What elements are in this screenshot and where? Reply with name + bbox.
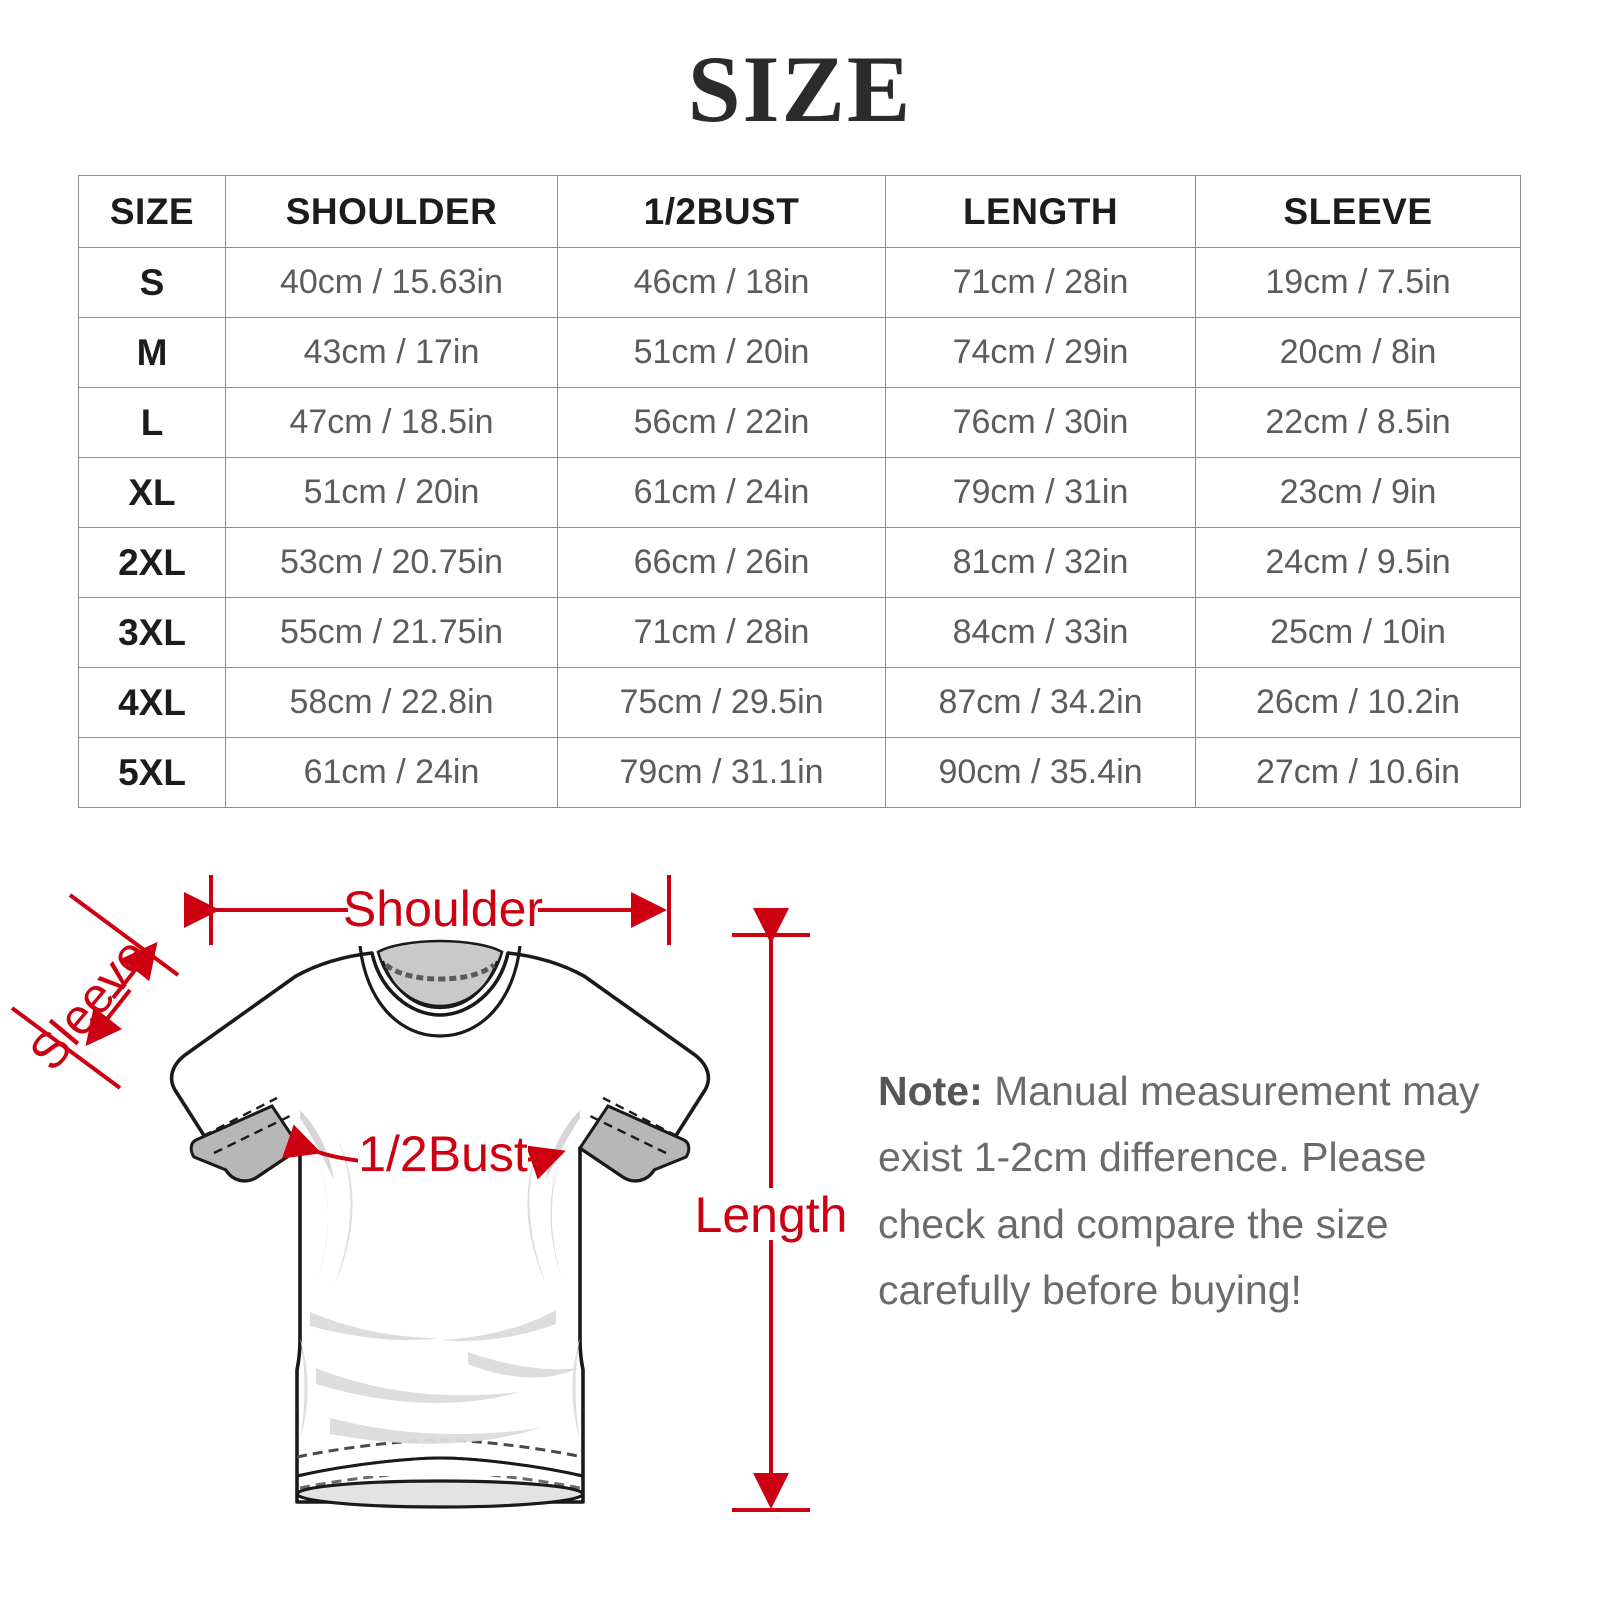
sleeve-label: Sleeve bbox=[18, 928, 159, 1081]
cell-bust: 71cm / 28in bbox=[557, 597, 886, 668]
cell-bust: 79cm / 31.1in bbox=[557, 737, 886, 808]
cell-sleeve: 23cm / 9in bbox=[1195, 457, 1521, 528]
cell-sleeve: 19cm / 7.5in bbox=[1195, 247, 1521, 318]
tshirt-measurement-diagram: Shoulder Sleeve 1/2Bust bbox=[0, 840, 880, 1580]
page-title: SIZE bbox=[687, 36, 913, 142]
cell-size: M bbox=[78, 317, 226, 388]
cell-bust: 75cm / 29.5in bbox=[557, 667, 886, 738]
bust-label: 1/2Bust bbox=[358, 1126, 528, 1182]
column-header-length: LENGTH bbox=[885, 175, 1196, 248]
cell-shoulder: 43cm / 17in bbox=[225, 317, 558, 388]
cell-bust: 46cm / 18in bbox=[557, 247, 886, 318]
cell-sleeve: 22cm / 8.5in bbox=[1195, 387, 1521, 458]
sleeve-measurement-annotation: Sleeve bbox=[10, 893, 180, 1090]
size-table: SIZE SHOULDER 1/2BUST LENGTH SLEEVE S 40… bbox=[78, 175, 1521, 808]
cell-sleeve: 27cm / 10.6in bbox=[1195, 737, 1521, 808]
table-row: 2XL 53cm / 20.75in 66cm / 26in 81cm / 32… bbox=[78, 527, 1521, 598]
cell-shoulder: 55cm / 21.75in bbox=[225, 597, 558, 668]
table-row: XL 51cm / 20in 61cm / 24in 79cm / 31in 2… bbox=[78, 457, 1521, 528]
shoulder-measurement-annotation: Shoulder bbox=[184, 875, 671, 945]
table-row: M 43cm / 17in 51cm / 20in 74cm / 29in 20… bbox=[78, 317, 1521, 388]
table-row: L 47cm / 18.5in 56cm / 22in 76cm / 30in … bbox=[78, 387, 1521, 458]
table-row: 5XL 61cm / 24in 79cm / 31.1in 90cm / 35.… bbox=[78, 737, 1521, 808]
length-label: Length bbox=[695, 1187, 848, 1243]
cell-shoulder: 61cm / 24in bbox=[225, 737, 558, 808]
cell-bust: 61cm / 24in bbox=[557, 457, 886, 528]
column-header-size: SIZE bbox=[78, 175, 226, 248]
cell-size: L bbox=[78, 387, 226, 458]
cell-bust: 51cm / 20in bbox=[557, 317, 886, 388]
cell-shoulder: 40cm / 15.63in bbox=[225, 247, 558, 318]
cell-bust: 66cm / 26in bbox=[557, 527, 886, 598]
cell-length: 90cm / 35.4in bbox=[885, 737, 1196, 808]
cell-sleeve: 24cm / 9.5in bbox=[1195, 527, 1521, 598]
cell-length: 87cm / 34.2in bbox=[885, 667, 1196, 738]
table-row: 4XL 58cm / 22.8in 75cm / 29.5in 87cm / 3… bbox=[78, 667, 1521, 738]
measurement-note: Note: Manual measurement may exist 1-2cm… bbox=[878, 1058, 1518, 1324]
cell-sleeve: 25cm / 10in bbox=[1195, 597, 1521, 668]
cell-length: 76cm / 30in bbox=[885, 387, 1196, 458]
cell-shoulder: 51cm / 20in bbox=[225, 457, 558, 528]
cell-size: 4XL bbox=[78, 667, 226, 738]
cell-length: 84cm / 33in bbox=[885, 597, 1196, 668]
cell-shoulder: 53cm / 20.75in bbox=[225, 527, 558, 598]
cell-size: S bbox=[78, 247, 226, 318]
cell-size: 5XL bbox=[78, 737, 226, 808]
note-text: Manual measurement may exist 1-2cm diffe… bbox=[878, 1068, 1480, 1314]
cell-length: 74cm / 29in bbox=[885, 317, 1196, 388]
table-row: 3XL 55cm / 21.75in 71cm / 28in 84cm / 33… bbox=[78, 597, 1521, 668]
cell-size: 2XL bbox=[78, 527, 226, 598]
bust-measurement-annotation: 1/2Bust bbox=[281, 1124, 566, 1182]
note-label: Note: bbox=[878, 1068, 983, 1114]
column-header-sleeve: SLEEVE bbox=[1195, 175, 1521, 248]
cell-shoulder: 47cm / 18.5in bbox=[225, 387, 558, 458]
cell-shoulder: 58cm / 22.8in bbox=[225, 667, 558, 738]
cell-size: XL bbox=[78, 457, 226, 528]
table-row: S 40cm / 15.63in 46cm / 18in 71cm / 28in… bbox=[78, 247, 1521, 318]
column-header-bust: 1/2BUST bbox=[557, 175, 886, 248]
cell-sleeve: 26cm / 10.2in bbox=[1195, 667, 1521, 738]
shoulder-label: Shoulder bbox=[343, 881, 543, 937]
cell-sleeve: 20cm / 8in bbox=[1195, 317, 1521, 388]
cell-size: 3XL bbox=[78, 597, 226, 668]
table-header-row: SIZE SHOULDER 1/2BUST LENGTH SLEEVE bbox=[78, 175, 1521, 248]
column-header-shoulder: SHOULDER bbox=[225, 175, 558, 248]
cell-length: 71cm / 28in bbox=[885, 247, 1196, 318]
cell-length: 79cm / 31in bbox=[885, 457, 1196, 528]
length-measurement-annotation: Length bbox=[695, 908, 848, 1512]
tshirt-illustration bbox=[169, 939, 711, 1509]
cell-length: 81cm / 32in bbox=[885, 527, 1196, 598]
cell-bust: 56cm / 22in bbox=[557, 387, 886, 458]
